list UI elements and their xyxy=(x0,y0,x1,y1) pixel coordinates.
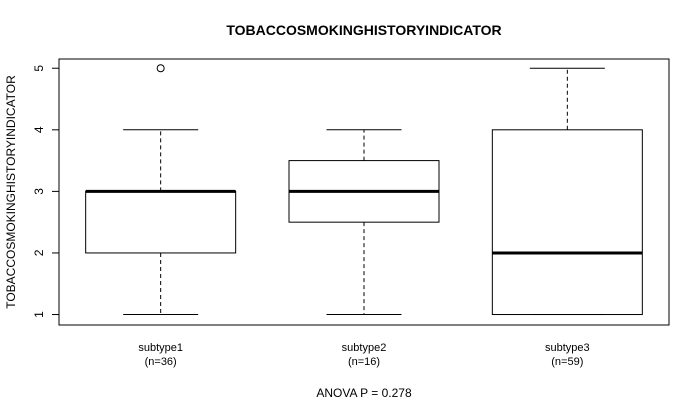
category-label: subtype3 xyxy=(545,342,590,354)
outlier-point xyxy=(156,64,165,73)
iqr-box xyxy=(491,129,643,316)
category-count-label: (n=16) xyxy=(348,356,380,368)
anova-footnote: ANOVA P = 0.278 xyxy=(316,386,412,400)
plot-frame xyxy=(58,58,670,326)
y-axis: 1 2 3 4 5 xyxy=(32,65,59,318)
y-tick-label: 5 xyxy=(32,65,46,72)
chart-title: TOBACCOSMOKINGHISTORYINDICATOR xyxy=(226,22,501,38)
category-label: subtype2 xyxy=(342,342,387,354)
x-axis-labels: subtype1 (n=36) subtype2 (n=16) subtype3 (n=5… xyxy=(138,342,589,368)
category-count-label: (n=36) xyxy=(145,356,177,368)
y-tick-label: 3 xyxy=(32,188,46,195)
category-count-label: (n=59) xyxy=(551,356,583,368)
iqr-box xyxy=(85,190,237,254)
y-tick-label: 4 xyxy=(32,126,46,133)
box-subtype1 xyxy=(85,64,237,316)
boxes xyxy=(85,64,643,316)
box-subtype3 xyxy=(491,67,643,316)
category-label: subtype1 xyxy=(138,342,183,354)
y-tick-label: 1 xyxy=(32,311,46,318)
y-tick-label: 2 xyxy=(32,249,46,256)
box-subtype2 xyxy=(288,129,440,316)
y-axis-label: TOBACCOSMOKINGHISTORYINDICATOR xyxy=(4,75,18,309)
